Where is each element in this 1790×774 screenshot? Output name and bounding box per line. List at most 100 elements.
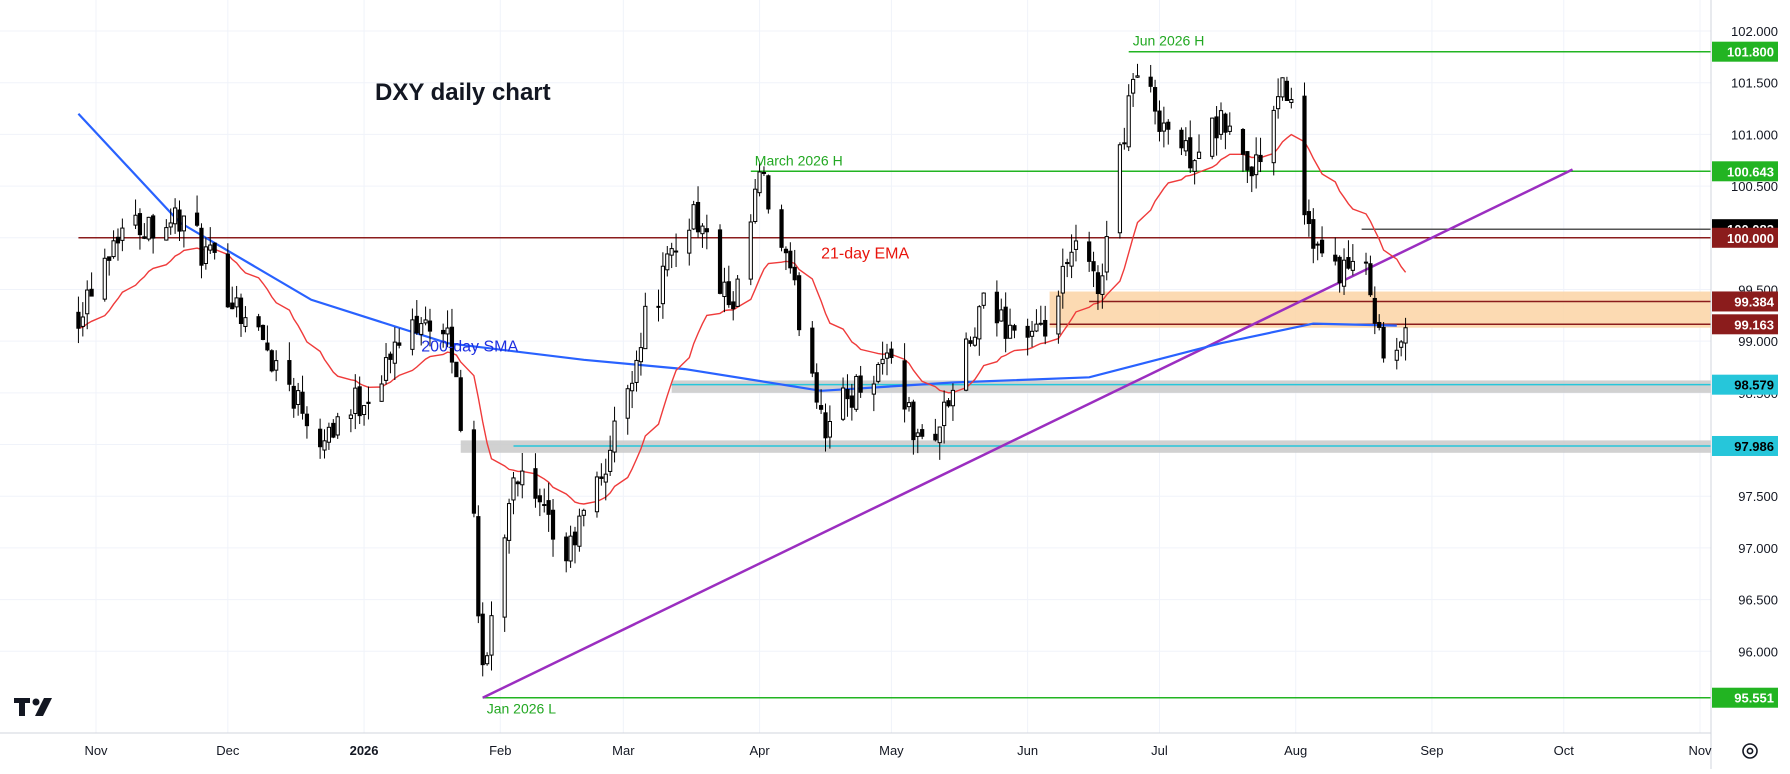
- candle-body: [665, 253, 670, 271]
- candle-body: [1306, 211, 1311, 225]
- ema21-line: [78, 133, 1407, 505]
- price-badge: [1712, 687, 1778, 708]
- y-tick-label: 101.500: [1731, 76, 1778, 91]
- candle-body: [1319, 239, 1325, 254]
- candle-body: [1060, 265, 1065, 294]
- axes: [0, 0, 1712, 769]
- candle-body: [1038, 322, 1043, 325]
- y-tick-label: 102.000: [1731, 24, 1778, 39]
- x-tick-label: Oct: [1554, 743, 1575, 758]
- y-axis-ticks: 102.000101.500101.000100.500100.00099.50…: [1731, 24, 1778, 659]
- candle-body: [120, 227, 125, 241]
- candle-body: [1161, 122, 1166, 132]
- candle-body: [115, 236, 121, 244]
- candle-body: [1131, 78, 1136, 94]
- candle-body: [753, 188, 758, 222]
- candle-body: [489, 615, 494, 656]
- candle-body: [1166, 121, 1171, 130]
- candle-body: [810, 327, 815, 374]
- candle-body: [761, 171, 767, 174]
- candle-body: [1179, 129, 1184, 149]
- candle-body: [1403, 327, 1408, 344]
- x-tick-label: Sep: [1420, 743, 1443, 758]
- candle-body: [1087, 241, 1092, 262]
- trendline: [482, 168, 1574, 699]
- candle-body: [779, 209, 784, 248]
- grid: [0, 0, 1711, 733]
- candle-body: [274, 360, 279, 371]
- candle-body: [717, 229, 723, 294]
- candle-body: [792, 266, 797, 281]
- candle-body: [814, 372, 819, 403]
- candle-body: [972, 336, 978, 346]
- zones: [460, 291, 1712, 453]
- candle-body: [1069, 251, 1074, 267]
- price-badge-label: 98.579: [1734, 378, 1774, 393]
- candle-body: [634, 359, 639, 383]
- candle-body: [1377, 321, 1382, 328]
- candle-body: [1245, 151, 1250, 171]
- candle-body: [920, 429, 925, 437]
- candle-body: [1104, 236, 1109, 273]
- candle-body: [445, 327, 450, 335]
- candle-body: [454, 361, 459, 378]
- candle-body: [230, 302, 235, 310]
- tradingview-logo[interactable]: [14, 698, 52, 716]
- candle-body: [1399, 341, 1404, 348]
- candle-body: [353, 387, 358, 414]
- candle-body: [168, 222, 173, 228]
- candle-body: [1117, 144, 1123, 234]
- candle-body: [1210, 117, 1215, 157]
- candle-body: [203, 246, 208, 265]
- candle-body: [506, 503, 512, 541]
- candle-body: [612, 420, 617, 453]
- candle-body: [950, 389, 956, 407]
- candle-body: [906, 402, 912, 408]
- candle-body: [572, 531, 578, 546]
- x-tick-label: Apr: [749, 743, 770, 758]
- candles: [76, 63, 1408, 677]
- candle-body: [1227, 125, 1232, 132]
- price-badge: [1712, 227, 1778, 248]
- candle-body: [269, 350, 274, 372]
- candle-body: [357, 386, 362, 417]
- candle-body: [1341, 259, 1347, 287]
- candle-body: [1394, 349, 1399, 361]
- candle-body: [511, 477, 516, 501]
- price-badge: [1712, 161, 1778, 182]
- series-label: 21-day EMA: [821, 245, 909, 262]
- candle-body: [1258, 154, 1263, 163]
- y-tick-label: 99.000: [1738, 334, 1778, 349]
- settings-icon[interactable]: [1742, 743, 1758, 759]
- candle-body: [1152, 87, 1158, 112]
- annotation-label: Jan 2026 L: [487, 701, 556, 717]
- candle-body: [287, 360, 292, 385]
- candle-body: [994, 291, 999, 324]
- candle-body: [638, 347, 644, 363]
- candle-body: [1148, 76, 1153, 87]
- candle-body: [348, 414, 353, 419]
- annotation-label: Jun 2026 H: [1133, 33, 1205, 49]
- candle-body: [937, 426, 942, 444]
- candle-body: [669, 248, 674, 256]
- candle-body: [599, 476, 604, 479]
- candle-body: [1043, 319, 1048, 337]
- candle-body: [441, 329, 446, 335]
- trendline-line: [482, 168, 1574, 699]
- candle-body: [291, 385, 296, 409]
- level-lines: [78, 50, 1711, 699]
- candle-body: [85, 289, 90, 315]
- y-tick-label: 96.000: [1738, 644, 1778, 659]
- candle-body: [1276, 96, 1281, 110]
- candle-body: [1249, 166, 1254, 177]
- candle-body: [151, 215, 156, 239]
- candle-body: [823, 412, 828, 439]
- candle-body: [884, 352, 890, 359]
- candle-body: [392, 341, 397, 364]
- candle-body: [471, 429, 477, 514]
- candle-body: [849, 395, 854, 408]
- candle-body: [225, 253, 230, 308]
- candle-body: [449, 326, 455, 363]
